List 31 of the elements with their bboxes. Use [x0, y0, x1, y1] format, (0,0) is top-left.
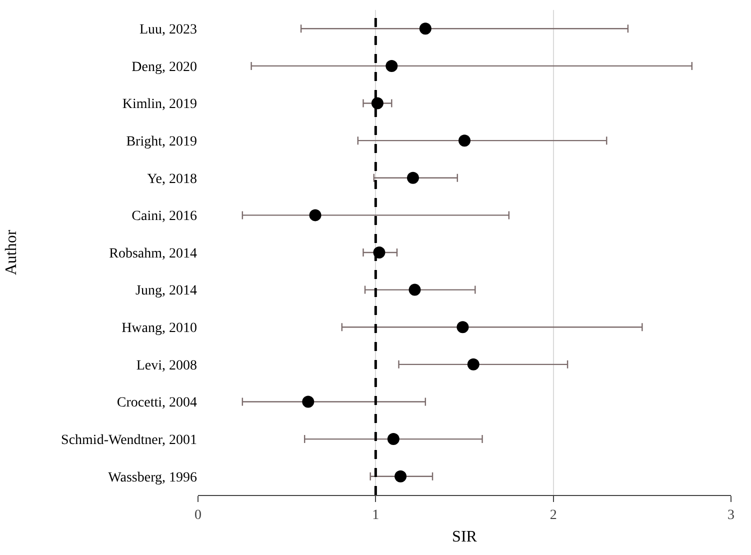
point [309, 209, 322, 222]
point [419, 22, 432, 35]
y-axis-title: Author [2, 229, 20, 276]
y-tick-label: Crocetti, 2004 [116, 396, 197, 411]
point [387, 433, 400, 446]
point [394, 470, 407, 482]
point [456, 321, 469, 334]
point [458, 134, 470, 147]
point [406, 172, 419, 184]
y-tick-label: Deng, 2020 [132, 60, 197, 75]
x-axis-title: SIR [452, 528, 478, 546]
point [408, 284, 421, 296]
x-tick-label: 2 [550, 508, 557, 523]
y-tick-label: Schmid-Wendtner, 2001 [61, 432, 197, 448]
x-tick-label: 0 [194, 508, 202, 523]
y-tick-label: Hwang, 2010 [122, 321, 197, 336]
point [386, 60, 398, 72]
x-tick-label: 3 [728, 508, 734, 523]
y-tick-label: Ye, 2018 [147, 172, 197, 187]
y-tick-label: Robsahm, 2014 [109, 246, 197, 262]
point [371, 97, 384, 110]
y-tick-label: Kimlin, 2019 [122, 97, 197, 112]
y-tick-label: Caini, 2016 [132, 209, 197, 224]
y-tick-label: Jung, 2014 [136, 284, 197, 299]
x-tick-label: 1 [372, 508, 380, 523]
y-tick-label: Levi, 2008 [136, 358, 197, 374]
y-tick-label: Bright, 2019 [126, 134, 197, 150]
y-tick-label: Luu, 2023 [139, 22, 197, 38]
y-tick-label: Wassberg, 1996 [108, 470, 197, 486]
point [467, 358, 480, 370]
point [302, 396, 314, 408]
